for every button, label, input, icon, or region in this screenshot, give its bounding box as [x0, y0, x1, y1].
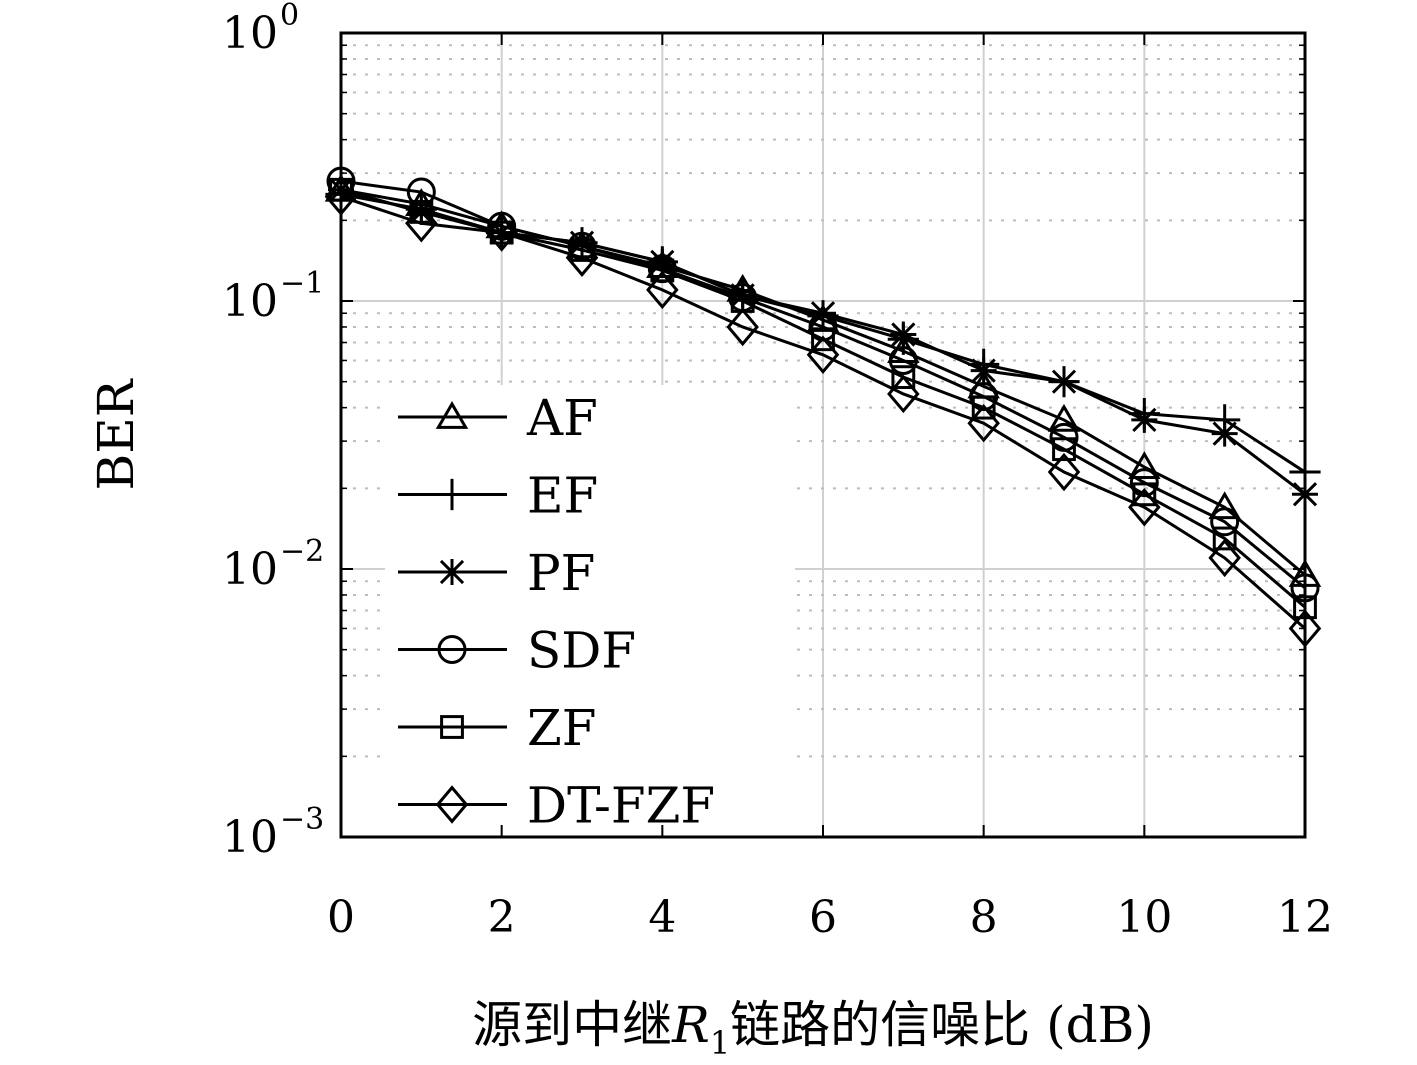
legend-label: PF — [527, 544, 595, 602]
legend-item-pf: PF — [398, 544, 595, 602]
y-tick-label-exponent: 0 — [280, 0, 299, 33]
legend-marker-star — [439, 559, 465, 585]
x-tick-label: 4 — [648, 892, 676, 943]
x-axis-label-subscript: 1 — [710, 1024, 730, 1062]
legend-marker-circle — [437, 635, 467, 664]
legend-item-af: AF — [398, 389, 598, 447]
data-point-circle — [888, 345, 918, 375]
series-layer — [324, 166, 1322, 648]
legend: AF EF PF SDF ZF DT-FZF — [385, 385, 795, 835]
data-point-diamond — [565, 238, 599, 277]
data-point-diamond — [806, 335, 840, 374]
series-line — [340, 195, 1306, 630]
data-point-diamond — [485, 213, 518, 252]
legend-marker-triangle — [435, 401, 469, 429]
x-axis-label-variable: R — [671, 996, 710, 1054]
y-tick-label-base: 10 — [222, 276, 278, 327]
x-tick-label: 10 — [1116, 892, 1172, 943]
data-point-square — [1212, 526, 1237, 551]
legend-item-sdf: SDF — [398, 622, 636, 680]
legend-background — [385, 385, 795, 830]
data-point-circle — [1210, 507, 1240, 537]
y-tick-label-base: 10 — [222, 8, 278, 59]
x-tick-label: 0 — [327, 892, 355, 943]
data-point-square — [971, 395, 996, 420]
data-point-diamond — [405, 204, 438, 243]
data-point-square — [650, 258, 675, 283]
x-tick-label: 12 — [1277, 892, 1333, 943]
data-point-square — [891, 365, 916, 390]
x-tick-label: 8 — [970, 892, 998, 943]
legend-marker-diamond — [435, 785, 469, 824]
data-point-star — [1051, 368, 1077, 395]
data-point-diamond — [1208, 538, 1241, 578]
data-point-square — [811, 327, 835, 352]
data-point-diamond — [1128, 488, 1161, 527]
x-axis-label: 源到中继R1链路的信噪比 (dB) — [472, 996, 1154, 1062]
legend-item-dt-fzf: DT-FZF — [398, 777, 715, 835]
x-axis-label-suffix: 链路的信噪比 (dB) — [730, 996, 1154, 1054]
data-point-circle — [969, 382, 999, 412]
data-point-diamond — [1047, 452, 1081, 492]
data-point-square — [1052, 437, 1076, 462]
x-tick-label: 6 — [809, 892, 837, 943]
y-tick-label-base: 10 — [222, 544, 278, 595]
data-point-star — [1131, 406, 1158, 433]
data-point-star — [729, 282, 756, 309]
data-point-triangle — [1208, 491, 1241, 520]
data-point-square — [1132, 482, 1157, 507]
legend-label: DT-FZF — [527, 777, 715, 835]
data-point-diamond — [646, 270, 679, 310]
data-point-diamond — [887, 374, 920, 414]
data-point-star — [970, 357, 997, 384]
data-point-star — [1211, 420, 1238, 447]
y-tick-label-base: 10 — [222, 812, 278, 863]
legend-label: AF — [526, 389, 598, 447]
data-point-star — [649, 248, 676, 275]
data-point-diamond — [967, 403, 1000, 443]
legend-label: ZF — [527, 699, 596, 757]
x-tick-label: 2 — [488, 892, 516, 943]
legend-label: SDF — [527, 622, 636, 680]
y-tick-label-exponent: −3 — [280, 802, 324, 837]
legend-item-zf: ZF — [398, 699, 596, 757]
y-tick-label-exponent: −2 — [280, 534, 324, 569]
data-point-triangle — [1047, 403, 1081, 432]
data-point-star — [890, 321, 917, 348]
data-point-diamond — [726, 307, 759, 347]
data-point-circle — [487, 211, 517, 241]
y-tick-label-exponent: −1 — [280, 266, 324, 301]
x-axis-label-prefix: 源到中继 — [472, 996, 672, 1054]
series-dt-fzf — [324, 177, 1322, 648]
legend-marker-plus — [436, 478, 468, 511]
axis-ticks — [340, 32, 1306, 838]
legend-label: EF — [527, 467, 598, 525]
data-point-triangle — [1128, 451, 1161, 480]
legend-item-ef: EF — [398, 467, 598, 525]
y-axis-label: BER — [87, 378, 145, 490]
legend-marker-square — [440, 715, 464, 739]
